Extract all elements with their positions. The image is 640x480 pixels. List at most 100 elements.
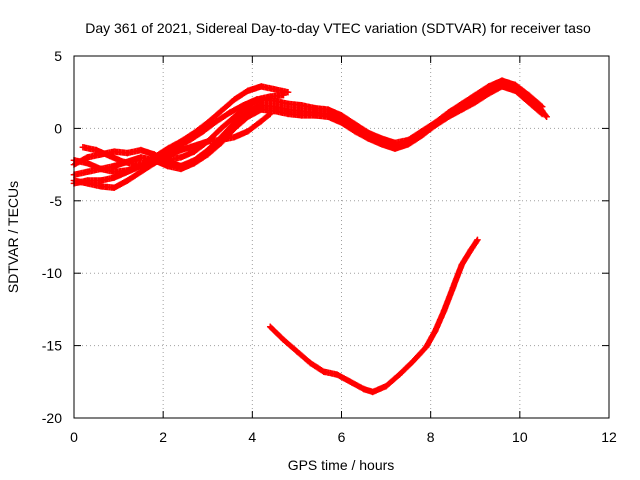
data-point (231, 96, 238, 103)
series-track-2 (70, 83, 546, 178)
data-point (191, 142, 198, 149)
data-point (84, 159, 91, 167)
data-point (258, 117, 265, 125)
data-point (512, 87, 519, 94)
data-point (324, 113, 332, 121)
data-point (244, 87, 252, 94)
data-point (458, 261, 466, 268)
data-point (347, 378, 354, 385)
data-point (213, 117, 220, 125)
data-point (472, 99, 479, 106)
data-point (271, 107, 278, 115)
data-point (284, 100, 292, 107)
data-point (396, 371, 403, 378)
data-series (70, 77, 550, 396)
data-point (351, 128, 359, 135)
data-point (311, 112, 318, 119)
x-tick-label: 12 (601, 429, 617, 445)
data-point (360, 385, 367, 393)
data-point (137, 146, 145, 154)
y-axis-label: SDTVAR / TECUs (5, 181, 21, 293)
y-tick-label: -15 (42, 338, 62, 354)
data-point (485, 83, 492, 90)
data-point (307, 359, 314, 367)
data-point (525, 91, 532, 99)
data-point (217, 136, 225, 144)
data-point (231, 113, 238, 121)
data-point (391, 139, 399, 147)
data-point (164, 162, 171, 170)
series-track-7 (534, 100, 550, 121)
data-point (378, 141, 385, 148)
data-point (84, 168, 91, 176)
data-point (244, 128, 252, 135)
data-point (137, 154, 145, 161)
data-point (110, 174, 118, 181)
data-point (485, 90, 492, 97)
data-point (110, 148, 118, 155)
y-tick-label: -20 (42, 410, 62, 426)
data-point (538, 107, 546, 115)
data-point (474, 236, 481, 244)
data-point (293, 348, 301, 355)
data-point (124, 167, 131, 174)
data-point (151, 159, 158, 167)
data-point (449, 284, 457, 291)
x-axis-label: GPS time / hours (288, 457, 395, 473)
data-point (124, 177, 131, 184)
data-point (351, 120, 359, 128)
data-point (458, 106, 466, 113)
data-point (445, 109, 452, 116)
data-point (512, 81, 519, 89)
data-point (338, 112, 345, 119)
data-point (133, 161, 140, 168)
data-point (311, 104, 318, 112)
data-point (338, 119, 345, 126)
data-point (244, 107, 252, 115)
data-point (204, 151, 211, 158)
data-point (177, 146, 185, 154)
data-point (365, 135, 372, 142)
data-point (423, 343, 430, 351)
data-point (391, 145, 399, 152)
data-point (298, 112, 305, 119)
data-point (271, 86, 278, 93)
data-point (458, 100, 466, 107)
data-point (405, 136, 412, 144)
data-point (258, 83, 265, 90)
y-tick-label: -5 (50, 193, 63, 209)
data-point (253, 96, 260, 103)
data-point (266, 110, 274, 118)
data-point (266, 93, 274, 100)
data-point (472, 91, 479, 99)
series-track-8 (266, 236, 481, 396)
x-tick-label: 8 (427, 429, 435, 445)
data-point (284, 110, 292, 118)
y-tick-label: 0 (54, 120, 62, 136)
grid-lines (74, 56, 609, 418)
data-point (204, 138, 211, 145)
data-point (418, 128, 425, 135)
data-point (97, 183, 104, 190)
data-point (525, 99, 532, 106)
data-point (324, 106, 332, 113)
data-point (467, 246, 474, 254)
data-point (280, 91, 287, 99)
data-point (284, 89, 292, 96)
x-tick-label: 0 (70, 429, 78, 445)
data-point (84, 180, 91, 187)
data-point (231, 133, 238, 141)
axis-ticks: 0 2 4 6 8 10 12 -20 -15 -10 -5 0 5 (42, 48, 617, 445)
data-point (440, 307, 448, 315)
data-point (498, 77, 506, 84)
data-point (177, 154, 185, 161)
data-point (266, 323, 274, 330)
data-point (431, 327, 439, 335)
data-point (382, 382, 390, 390)
data-point (191, 159, 198, 167)
data-point (378, 135, 385, 142)
chart-title: Day 361 of 2021, Sidereal Day-to-day VTE… (85, 20, 591, 36)
data-point (543, 113, 550, 121)
data-point (124, 149, 131, 157)
